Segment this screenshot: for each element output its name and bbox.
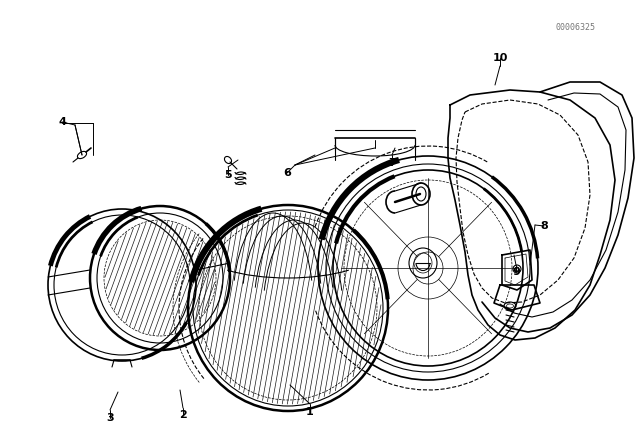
Text: 2: 2 (179, 410, 187, 420)
Text: 1: 1 (306, 407, 314, 417)
Text: 9: 9 (512, 267, 520, 277)
Text: 8: 8 (540, 221, 548, 231)
Text: 6: 6 (283, 168, 291, 178)
Text: 3: 3 (106, 413, 114, 423)
Text: 10: 10 (492, 53, 508, 63)
Text: 4: 4 (58, 117, 66, 127)
Text: 7: 7 (388, 158, 396, 168)
Text: 00006325: 00006325 (555, 23, 595, 33)
Text: 5: 5 (224, 170, 232, 180)
